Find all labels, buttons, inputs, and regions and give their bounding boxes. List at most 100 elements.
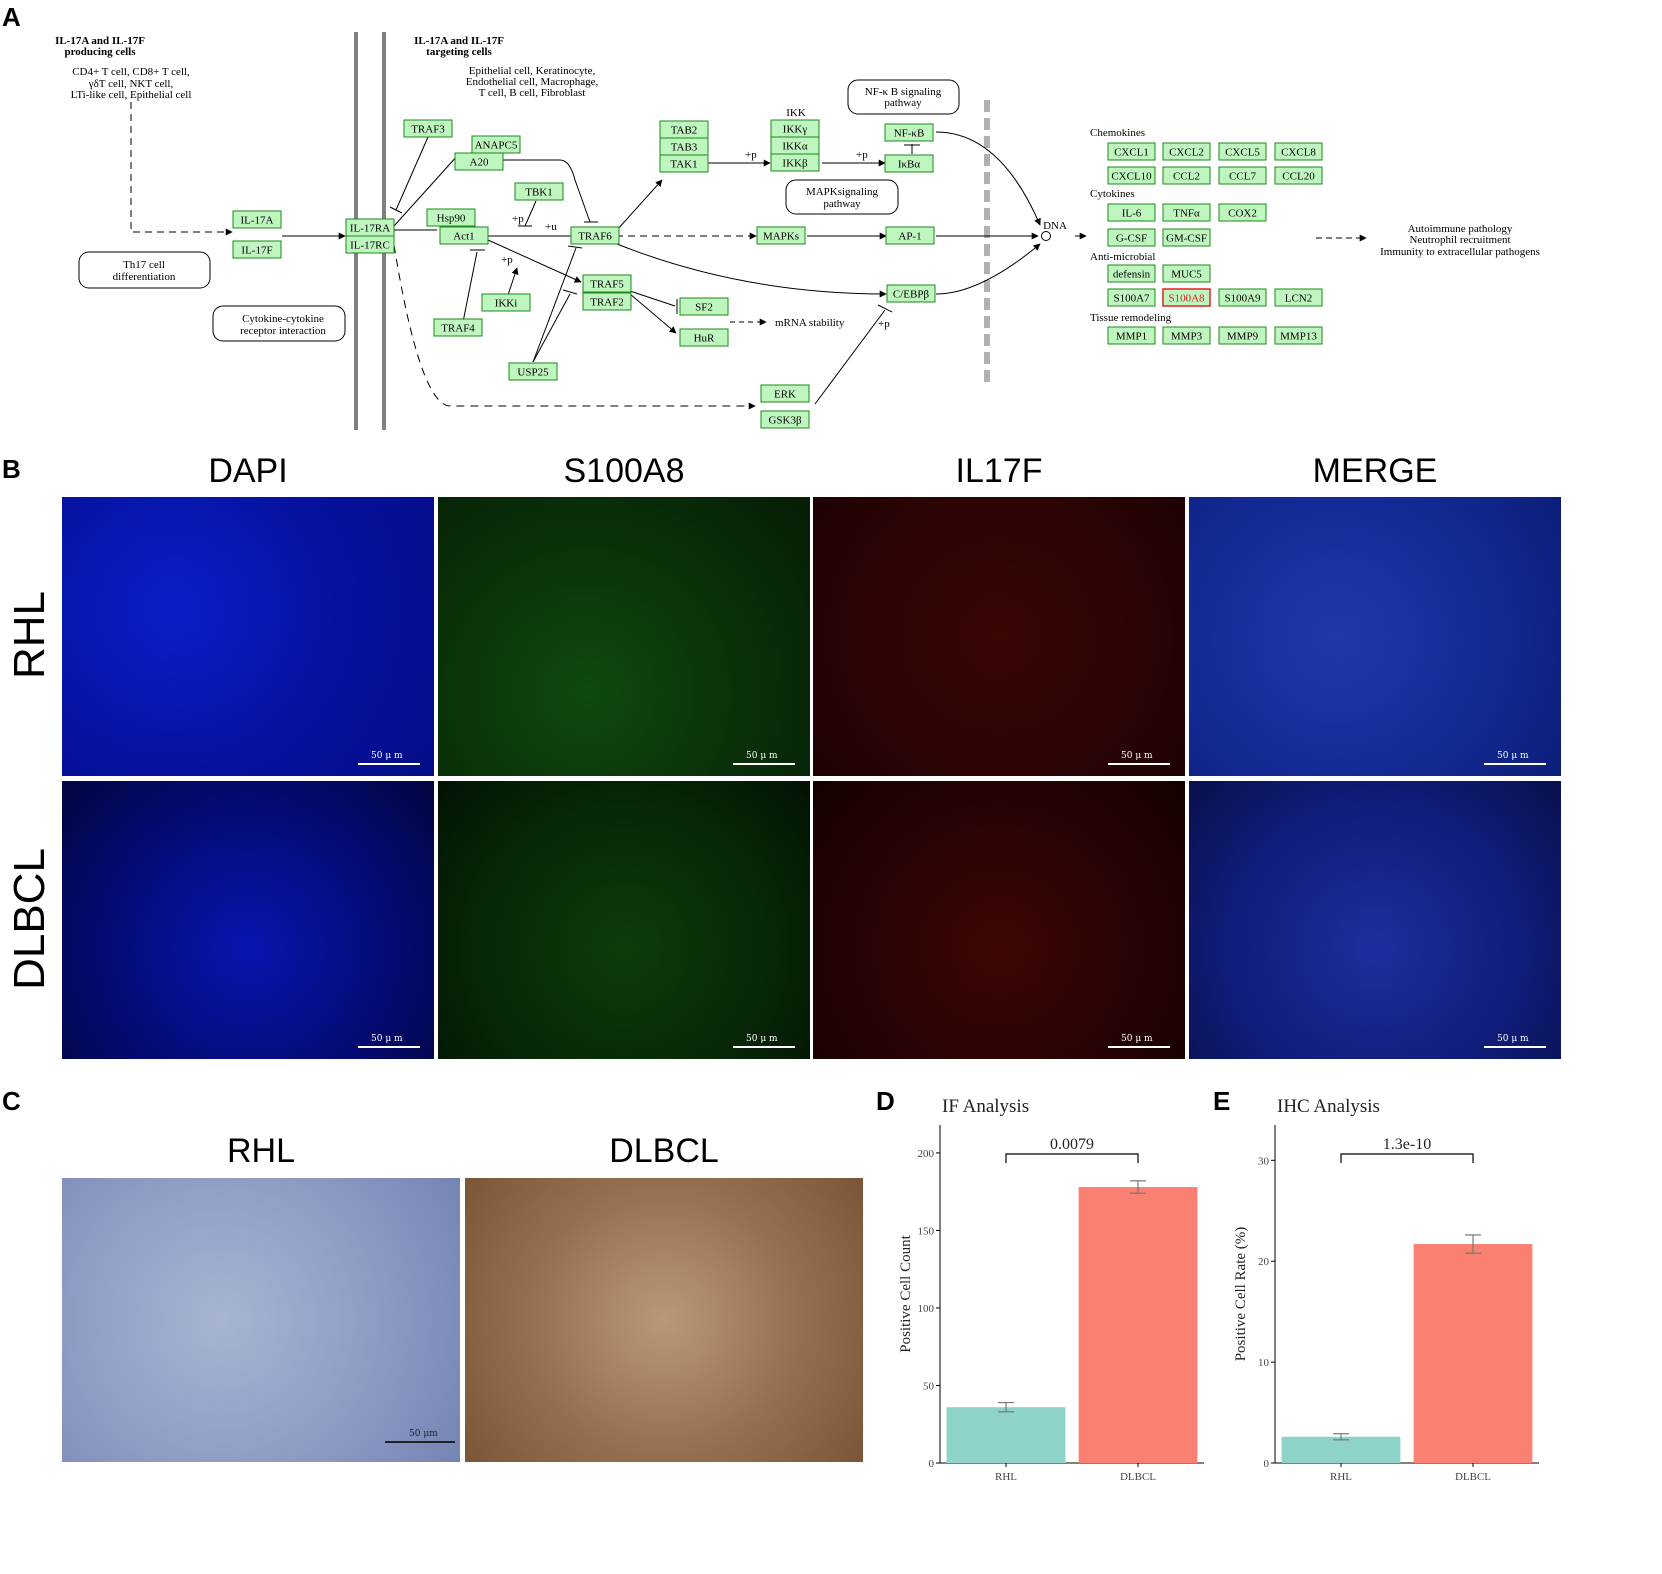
producing-cells-3: LTi-like cell, Epithelial cell [71, 89, 192, 101]
gene-label: CXCL2 [1169, 147, 1204, 159]
gene-node-a20: A20 [454, 152, 504, 171]
significance-bracket [1005, 1153, 1139, 1163]
gene-label: CXCL5 [1225, 147, 1260, 159]
gene-node-label: TAB3 [671, 142, 698, 154]
gene-node-label: IKKi [495, 298, 518, 310]
gene-node-tab3: TAB3 [659, 137, 709, 156]
y-tick-label: 100 [918, 1303, 935, 1315]
chemokine-node-6: CCL7 [1218, 166, 1267, 185]
gene-label: S100A7 [1113, 293, 1150, 305]
ihc-analysis-chart: IHC Analysis 0 10 20 30 Positive Cell Rate (%… [1233, 1096, 1539, 1483]
phos-label-1: +p [745, 149, 757, 161]
antimicrobial-label: Anti-microbial [1090, 251, 1155, 263]
antimicrobial-node-4: S100A9 [1218, 288, 1267, 307]
nfkb-path-text-2: pathway [884, 97, 922, 109]
gene-node-cebpb: C/EBPβ [886, 284, 936, 303]
tissue-node-2: MMP9 [1218, 326, 1267, 345]
th17-text-2: differentiation [113, 271, 176, 283]
gene-node-label: IL-17RC [350, 240, 390, 252]
th17-box [78, 251, 211, 289]
chemokine-node-4: CXCL10 [1107, 166, 1156, 185]
scale-bar-label: 50 μ m [746, 751, 778, 761]
ihc-col-header-rhl: RHL [226, 1132, 296, 1170]
gene-node-tbk1: TBK1 [514, 182, 564, 201]
chemokine-node-5: CCL2 [1162, 166, 1211, 185]
cytokine-node-3: G-CSF [1107, 228, 1156, 247]
gene-node-traf3: TRAF3 [403, 119, 453, 138]
gene-node-il17ra: IL-17RA [345, 218, 395, 237]
antimicrobial-node-3: S100A8 [1162, 288, 1211, 307]
gene-node-label: TAK1 [670, 159, 697, 171]
gene-node-traf5: TRAF5 [582, 274, 632, 293]
nfkb-path-text-1: NF-κ B signaling [865, 86, 942, 98]
scale-bar-label: 50 μ m [746, 1034, 778, 1044]
gene-node-il17a: IL-17A [232, 210, 282, 229]
if-analysis-chart: IF Analysis 0 50 100 150 200 Positive Cell Cou… [898, 1096, 1204, 1483]
bar-dlbcl [1413, 1244, 1533, 1463]
panel-label-b: B [2, 454, 21, 484]
gene-node-hsp90: Hsp90 [426, 208, 476, 227]
tissue-node-1: MMP3 [1162, 326, 1211, 345]
chart-title: IHC Analysis [1277, 1096, 1380, 1117]
if-image-rhl-dapi [62, 497, 434, 776]
y-tick-label: 50 [923, 1380, 935, 1392]
p-value-label: 1.3e-10 [1383, 1136, 1431, 1153]
targeting-title-1: IL-17A and IL-17F [414, 35, 504, 47]
gene-node-anapc5: ANAPC5 [471, 135, 521, 154]
gene-label: CXCL1 [1114, 147, 1149, 159]
gene-node-label: SF2 [695, 302, 713, 314]
cytokine-node-2: COX2 [1218, 203, 1267, 222]
significance-bracket [1340, 1153, 1474, 1163]
gene-node-ap1: AP-1 [885, 226, 935, 245]
cytokines-label: Cytokines [1090, 188, 1135, 200]
gene-node-usp25: USP25 [508, 362, 558, 381]
x-tick-label: RHL [1330, 1471, 1352, 1483]
y-tick-label: 20 [1258, 1256, 1270, 1268]
scale-bar-label: 50 μ m [1497, 751, 1529, 761]
th17-text-1: Th17 cell [123, 259, 165, 271]
gene-label: MMP1 [1116, 331, 1147, 343]
chemokine-node-0: CXCL1 [1107, 142, 1156, 161]
scale-bar-label: 50 μ m [1121, 751, 1153, 761]
gene-node-label: Act1 [453, 231, 474, 243]
scale-bar-label: 50 μ m [371, 751, 403, 761]
error-bar-dlbcl [1465, 1234, 1481, 1254]
scale-bar [1108, 1046, 1170, 1048]
panel-label-d: D [876, 1086, 895, 1116]
mapk-path-text-2: pathway [823, 198, 861, 210]
bar-rhl [946, 1407, 1066, 1463]
gene-node-label: GSK3β [768, 415, 802, 427]
cytokine-node-4: GM-CSF [1162, 228, 1211, 247]
gene-label: G-CSF [1116, 233, 1147, 245]
gene-label: MMP13 [1280, 331, 1317, 343]
bar-rhl [1281, 1436, 1401, 1463]
x-tick-label: DLBCL [1120, 1471, 1156, 1483]
error-bar-dlbcl [1130, 1180, 1146, 1194]
scale-bar [358, 763, 420, 765]
gene-node-label: IκBα [898, 159, 921, 171]
gene-node-label: TAB2 [671, 125, 698, 137]
gene-node-erk: ERK [760, 384, 810, 403]
if-image-rhl-s100a8 [438, 497, 810, 776]
if-image-dlbcl-il17f [813, 781, 1185, 1059]
gene-node-label: TRAF5 [590, 279, 624, 291]
targeting-title-2: targeting cells [426, 46, 492, 58]
error-bar-rhl [998, 1401, 1014, 1413]
gene-node-label: TBK1 [525, 187, 553, 199]
gene-node-label: A20 [470, 157, 489, 169]
il17-pathway-diagram: IL-17A and IL-17F producing cells CD4+ T… [55, 32, 1540, 430]
targeting-cells-1: Epithelial cell, Keratinocyte, [469, 65, 596, 77]
antimicrobial-node-0: defensin [1107, 264, 1156, 283]
gene-label: IL-6 [1122, 208, 1142, 220]
gene-label: GM-CSF [1166, 233, 1207, 245]
panel-label-e: E [1213, 1086, 1231, 1116]
gene-label: MMP3 [1171, 331, 1203, 343]
gene-label: CCL20 [1282, 171, 1315, 183]
if-col-header-merge: MERGE [1312, 452, 1438, 490]
gene-node-label: IKKα [782, 141, 808, 153]
antimicrobial-node-1: MUC5 [1162, 264, 1211, 283]
y-tick-label: 200 [918, 1148, 935, 1160]
gene-node-label: IKKγ [783, 124, 808, 136]
gene-node-mapks: MAPKs [756, 226, 806, 245]
phos-label-4: +p [501, 254, 513, 266]
